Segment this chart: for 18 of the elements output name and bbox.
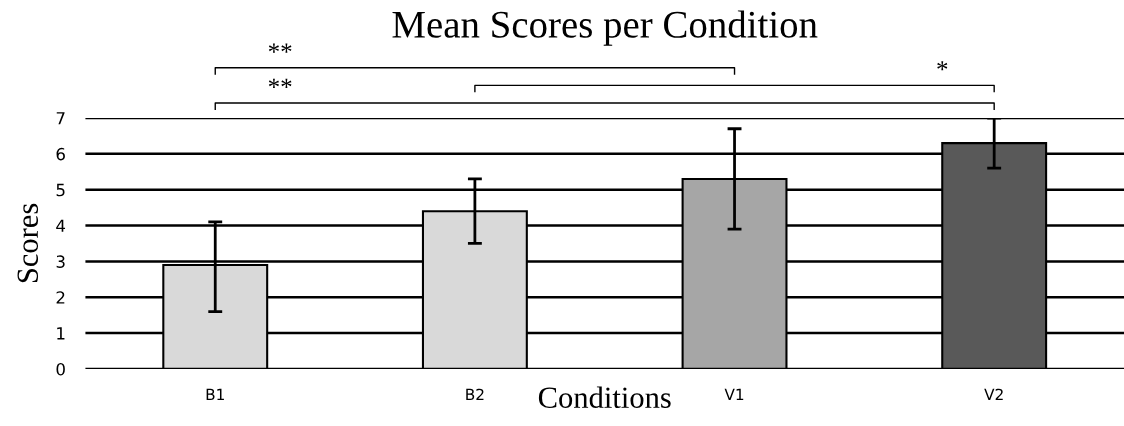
x-tick-label: V2 xyxy=(984,388,1003,400)
y-tick-label: 2 xyxy=(56,291,65,304)
y-tick-label: 6 xyxy=(56,147,65,161)
x-tick-label: V1 xyxy=(724,388,744,400)
y-tick-label: 3 xyxy=(56,255,65,268)
x-tick-label: B1 xyxy=(206,388,224,400)
x-axis-title: Conditions xyxy=(538,386,671,408)
y-tick-label: 1 xyxy=(57,327,65,340)
y-axis-title: Scores xyxy=(17,203,39,283)
text: * xyxy=(937,61,948,71)
x-tick-label: B2 xyxy=(466,388,484,400)
text: ** xyxy=(268,43,292,53)
chart-title: Mean Scores per Condition xyxy=(392,10,818,46)
y-tick-label: 7 xyxy=(56,112,65,125)
y-tick-label: 4 xyxy=(56,219,66,232)
y-tick-label: 5 xyxy=(56,183,65,197)
text: ** xyxy=(268,78,292,88)
y-tick-label: 0 xyxy=(56,362,65,376)
